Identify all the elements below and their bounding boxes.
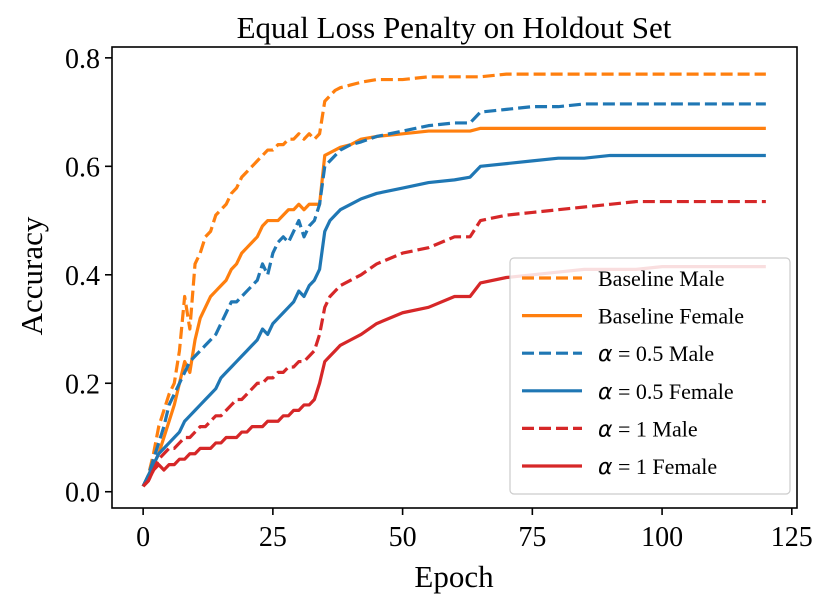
legend-label-0: Baseline Male [598,266,724,291]
x-tick-label: 0 [136,522,150,553]
series-line-1 [141,126,766,488]
x-axis-label: Epoch [414,559,494,594]
y-tick-label: 0.0 [65,478,100,509]
series-line-3 [141,153,766,488]
series-line-4 [141,199,766,488]
x-tick-label: 25 [259,522,287,553]
plot-area: 0 25 50 75 100 125 0.0 0.2 0.4 0.6 0.8 [65,44,813,553]
legend-label-2: α = 0.5 Male [598,341,714,367]
y-tick-label: 0.4 [65,261,100,292]
legend: Baseline Male Baseline Female α = 0.5 Male… [509,257,791,495]
x-tick-label: 125 [771,522,813,553]
legend-label-3: α = 0.5 Female [598,379,734,405]
series-line-2 [141,102,766,488]
legend-label-5: α = 1 Female [598,454,717,480]
legend-label-4: α = 1 Male [598,416,698,442]
legend-label-1: Baseline Female [598,304,744,329]
x-tick-label: 50 [389,522,417,553]
y-axis-label: Accuracy [14,216,49,335]
y-tick-label: 0.2 [65,369,100,400]
chart-title: Equal Loss Penalty on Holdout Set [237,10,672,45]
x-tick-label: 100 [641,522,683,553]
x-tick-label: 75 [518,522,546,553]
y-tick-label: 0.8 [65,44,100,75]
y-tick-label: 0.6 [65,152,100,183]
series-line-0 [141,72,766,488]
axes-frame [111,46,798,509]
